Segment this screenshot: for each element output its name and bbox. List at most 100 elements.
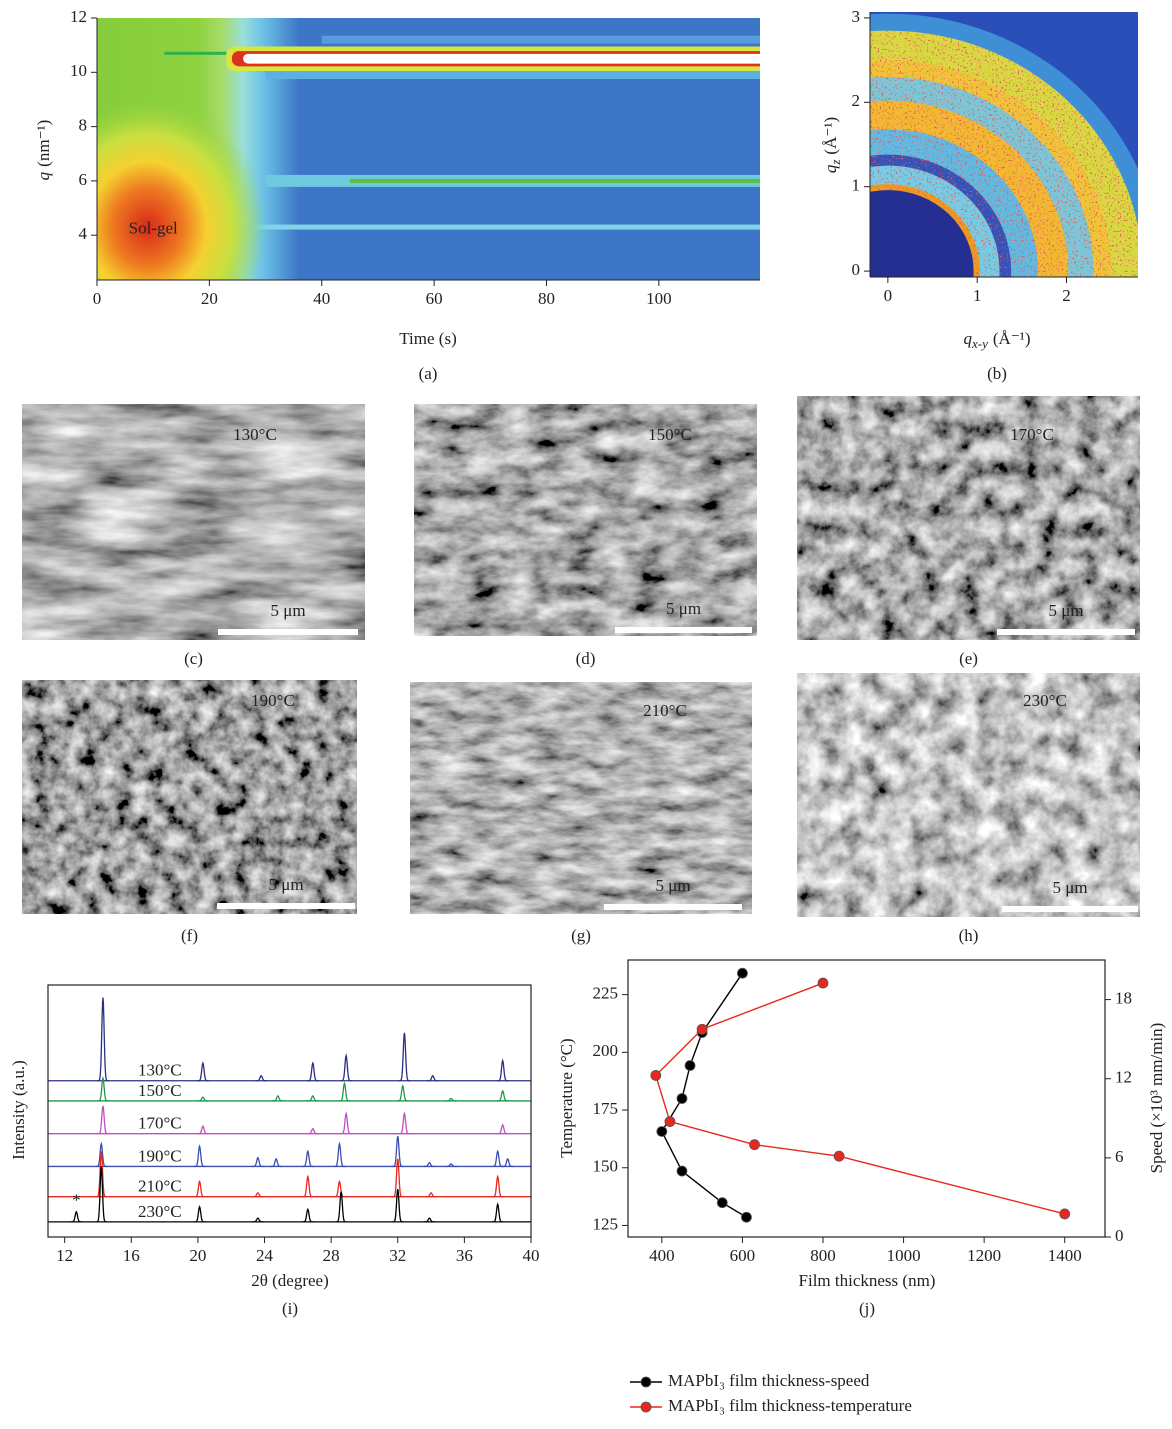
peak <box>197 1126 209 1134</box>
y-tick-label: 4 <box>79 224 88 243</box>
peak <box>334 1144 346 1167</box>
trace-label: 190°C <box>138 1146 182 1165</box>
legend-marker <box>641 1402 651 1412</box>
micrograph <box>22 404 365 640</box>
peak <box>492 1177 504 1197</box>
peak <box>272 1096 284 1101</box>
point <box>657 1126 667 1136</box>
scale-bar-label: 5 μm <box>1052 878 1087 897</box>
scale-bar-label: 5 μm <box>1048 601 1083 620</box>
point <box>677 1166 687 1176</box>
panel-caption: (a) <box>419 364 438 383</box>
peak <box>307 1096 319 1101</box>
trace-label: 210°C <box>138 1177 182 1196</box>
heatmap-streak <box>254 225 760 230</box>
y-tick-label: 0 <box>852 260 861 279</box>
y-tick-label: 150 <box>593 1157 619 1176</box>
panel-caption: (h) <box>959 926 979 945</box>
x-tick-label: 2 <box>1062 286 1071 305</box>
heatmap-streak <box>322 36 760 44</box>
point <box>677 1094 687 1104</box>
axis-unit: (Å⁻¹) <box>821 117 840 155</box>
peak <box>397 1086 409 1101</box>
panel-caption: (j) <box>859 1299 875 1318</box>
peak <box>270 1159 282 1167</box>
peak <box>97 1106 109 1134</box>
point <box>737 968 747 978</box>
panel-caption: (d) <box>576 649 596 668</box>
panel-caption: (c) <box>184 649 203 668</box>
micrograph-label: 130°C <box>233 425 277 444</box>
y-axis-label: qz(Å⁻¹) <box>821 117 843 173</box>
x-axis-label: 2θ (degree) <box>251 1271 329 1290</box>
point <box>685 1061 695 1071</box>
legend-label: MAPbI₃ film thickness-temperature <box>668 1396 912 1415</box>
scale-bar <box>615 627 752 633</box>
y-axis-label: q (nm⁻¹) <box>34 120 53 181</box>
x-tick-label: 24 <box>256 1246 274 1265</box>
axis-subscript: x-y <box>971 336 988 351</box>
point <box>834 1151 844 1161</box>
micrograph <box>22 680 357 914</box>
y-tick-label: 175 <box>593 1099 619 1118</box>
scale-bar-label: 5 μm <box>268 875 303 894</box>
x-tick-label: 36 <box>456 1246 473 1265</box>
y-tick-label: 225 <box>593 984 619 1003</box>
x-tick-label: 20 <box>189 1246 206 1265</box>
scale-bar <box>1002 906 1138 912</box>
x-tick-label: 80 <box>538 289 555 308</box>
y-tick-label: 2 <box>852 91 861 110</box>
y-axis-label: Temperature (°C) <box>557 1038 576 1157</box>
x-tick-label: 12 <box>56 1246 73 1265</box>
x-axis-label: Time (s) <box>399 329 456 348</box>
x-tick-label: 1000 <box>887 1246 921 1265</box>
peak <box>307 1129 319 1134</box>
peak <box>334 1182 346 1197</box>
peak <box>194 1182 206 1197</box>
point <box>750 1140 760 1150</box>
series-line <box>662 973 747 1217</box>
peak <box>302 1177 314 1197</box>
scale-bar <box>604 904 742 910</box>
point <box>741 1212 751 1222</box>
x-tick-label: 40 <box>313 289 330 308</box>
plot-frame <box>48 985 531 1237</box>
peak <box>194 1146 206 1166</box>
peak <box>497 1091 509 1101</box>
scale-bar <box>218 629 358 635</box>
y-axis-label: Intensity (a.u.) <box>9 1060 28 1160</box>
trace-label: 170°C <box>138 1114 182 1133</box>
x-tick-label: 40 <box>523 1246 540 1265</box>
x-tick-label: 60 <box>426 289 443 308</box>
micrograph-label: 190°C <box>251 691 295 710</box>
axis-symbol: q <box>34 171 53 180</box>
peak <box>340 1056 352 1081</box>
scale-bar-label: 5 μm <box>666 599 701 618</box>
peak <box>302 1151 314 1166</box>
axis-unit: (nm⁻¹) <box>34 120 53 167</box>
x-tick-label: 1200 <box>967 1246 1001 1265</box>
peak <box>340 1114 352 1134</box>
micrograph <box>414 404 757 636</box>
peak <box>302 1209 314 1222</box>
heatmap-streak <box>350 179 760 183</box>
trace-label: 130°C <box>138 1061 182 1080</box>
peak <box>492 1151 504 1166</box>
x-tick-label: 28 <box>323 1246 340 1265</box>
x-tick-label: 1 <box>973 286 982 305</box>
peak <box>427 1076 439 1081</box>
peak <box>70 1212 82 1222</box>
axis-unit: (Å⁻¹) <box>993 329 1031 348</box>
scale-bar-label: 5 μm <box>270 601 305 620</box>
annotation: Sol-gel <box>129 219 178 238</box>
x-tick-label: 400 <box>649 1246 675 1265</box>
x-tick-label: 20 <box>201 289 218 308</box>
y-tick-label: 12 <box>70 7 87 26</box>
x-tick-label: 600 <box>730 1246 756 1265</box>
point <box>1060 1209 1070 1219</box>
scale-bar-label: 5 μm <box>655 876 690 895</box>
panel-caption: (f) <box>181 926 198 945</box>
heatmap-streak <box>243 54 780 64</box>
peak <box>492 1204 504 1222</box>
x-tick-label: 0 <box>93 289 102 308</box>
